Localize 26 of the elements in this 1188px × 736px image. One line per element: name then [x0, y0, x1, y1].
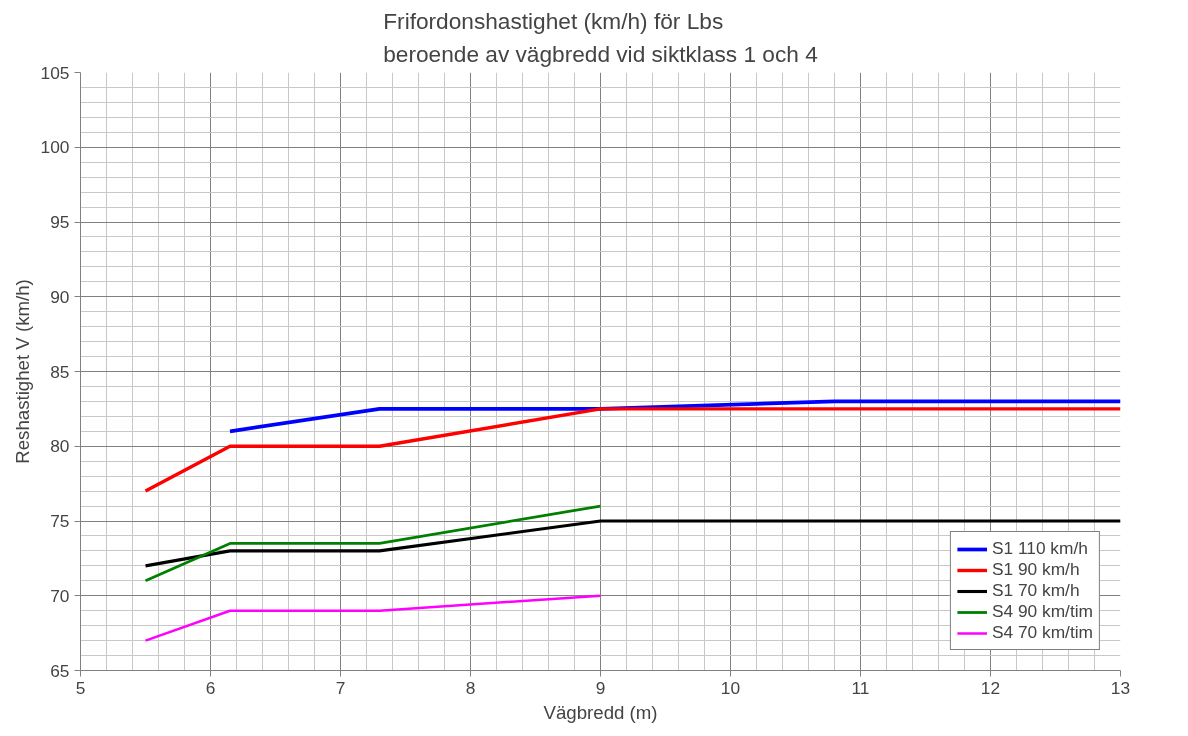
y-tick-label: 90 [50, 286, 70, 307]
y-tick-label: 105 [40, 62, 70, 83]
legend-label: S1 70 km/h [991, 580, 1080, 601]
x-tick-label: 5 [75, 677, 86, 698]
chart-title: Frifordonshastighet (km/h) för Lbs beroende av vägbredd vid siktklass 1 och 4 [383, 7, 818, 68]
legend-label: S4 70 km/tim [991, 622, 1093, 643]
y-tick-label: 85 [50, 361, 70, 382]
y-tick-label: 95 [50, 212, 70, 232]
x-tick-label: 9 [595, 677, 606, 698]
y-tick-label: 70 [50, 585, 70, 606]
legend-label: S1 90 km/h [991, 559, 1080, 580]
x-tick-label: 8 [465, 677, 476, 698]
y-tick-label: 100 [40, 137, 70, 158]
legend-label: S1 110 km/h [991, 538, 1088, 559]
y-tick-label: 80 [50, 436, 70, 457]
y-tick-label: 75 [50, 511, 70, 531]
x-tick-label: 13 [1110, 677, 1131, 698]
x-axis-title: Vägbredd (m) [543, 701, 658, 723]
x-tick-label: 12 [980, 677, 1001, 698]
x-tick-label: 11 [851, 677, 870, 698]
x-tick-label: 7 [335, 677, 346, 698]
y-tick-label: 65 [50, 660, 70, 681]
x-tick-label: 10 [720, 677, 741, 698]
x-tick-label: 6 [205, 677, 216, 698]
legend-label: S4 90 km/tim [991, 601, 1093, 622]
y-axis-title: Reshastighet V (km/h) [11, 279, 33, 464]
